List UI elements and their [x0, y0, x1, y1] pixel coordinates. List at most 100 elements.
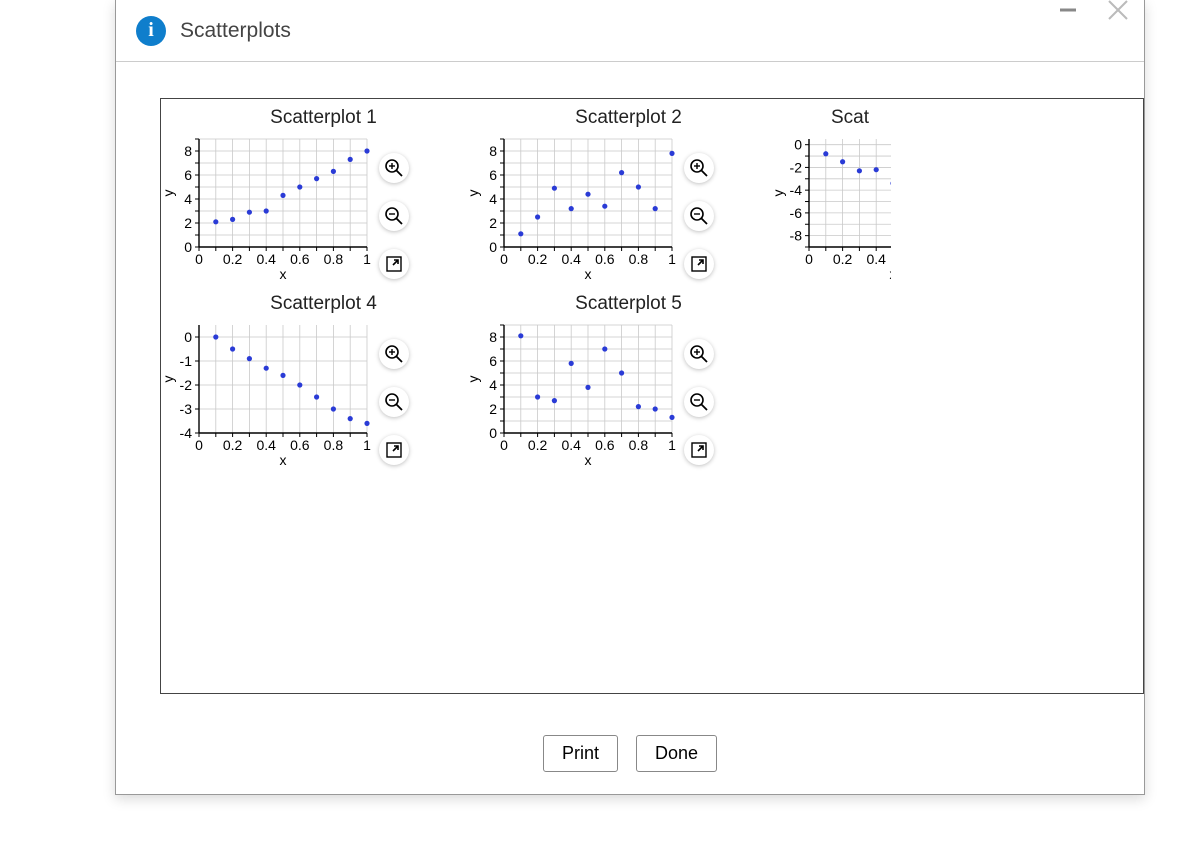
svg-text:y: y — [466, 190, 481, 197]
svg-text:0.2: 0.2 — [528, 437, 548, 453]
svg-text:x: x — [585, 266, 592, 282]
plot-area: 00.20.40.60.8102468xy — [161, 133, 371, 283]
expand-button[interactable] — [684, 435, 714, 465]
svg-text:0.4: 0.4 — [866, 251, 886, 267]
plot-cell: Scatterplot 200.20.40.60.8102468xy — [466, 107, 771, 293]
plot-title: Scatterplot 2 — [466, 107, 771, 129]
svg-text:-4: -4 — [790, 182, 803, 198]
zoom-in-icon — [689, 344, 709, 364]
svg-text:0.4: 0.4 — [561, 251, 581, 267]
scatterplot-svg: 00.20.40.60.81-4-3-2-10xy — [161, 319, 371, 469]
print-button[interactable]: Print — [543, 735, 618, 772]
plot-cell: Scatterplot 100.20.40.60.8102468xy — [161, 107, 466, 293]
plot-area: 00.20.40.60.81-4-3-2-10xy — [161, 319, 371, 469]
scatterplot-svg: 00.20.40.60.8102468xy — [466, 319, 676, 469]
plot-row: 00.20.40.60.8102468xy — [466, 319, 771, 469]
close-button[interactable] — [1100, 0, 1136, 28]
plot-cell: Scatterplot 400.20.40.60.81-4-3-2-10xy — [161, 293, 466, 479]
scatterplot-svg: 00.20.40.60.8102468xy — [466, 133, 676, 283]
footer: Print Done — [116, 735, 1144, 772]
svg-text:1: 1 — [363, 251, 371, 267]
zoom-out-icon — [689, 206, 709, 226]
plot-row: 00.20.40.60.8102468xy — [161, 133, 466, 283]
zoom-in-icon — [689, 158, 709, 178]
svg-text:y: y — [771, 190, 786, 197]
plot-area: 00.20.40.60.8102468xy — [466, 319, 676, 469]
expand-icon — [690, 441, 708, 459]
plot-row: 00.20.40.60.81-8-6-4-20xy — [771, 133, 931, 283]
plot-tools — [684, 153, 714, 279]
minimize-button[interactable] — [1050, 0, 1086, 28]
plot-area: 00.20.40.60.81-8-6-4-20xy — [771, 133, 891, 283]
expand-button[interactable] — [684, 249, 714, 279]
svg-text:0.8: 0.8 — [324, 251, 344, 267]
plot-row: 00.20.40.60.8102468xy — [466, 133, 771, 283]
svg-text:0.4: 0.4 — [561, 437, 581, 453]
svg-text:-6: -6 — [790, 205, 803, 221]
svg-text:-8: -8 — [790, 228, 803, 244]
svg-text:0.2: 0.2 — [833, 251, 853, 267]
svg-text:1: 1 — [668, 251, 676, 267]
zoom-out-icon — [384, 392, 404, 412]
plots-grid: Scatterplot 100.20.40.60.8102468xyScatte… — [161, 99, 1143, 479]
svg-text:x: x — [280, 266, 287, 282]
svg-text:x: x — [280, 452, 287, 468]
svg-text:x: x — [585, 452, 592, 468]
svg-text:0.4: 0.4 — [256, 437, 276, 453]
content-area: Scatterplot 100.20.40.60.8102468xyScatte… — [160, 98, 1144, 694]
svg-text:1: 1 — [668, 437, 676, 453]
svg-text:0: 0 — [489, 425, 497, 441]
expand-button[interactable] — [379, 249, 409, 279]
svg-text:0.8: 0.8 — [629, 437, 649, 453]
svg-text:4: 4 — [184, 191, 192, 207]
zoom-in-button[interactable] — [684, 339, 714, 369]
zoom-in-button[interactable] — [379, 339, 409, 369]
svg-text:1: 1 — [363, 437, 371, 453]
svg-text:-3: -3 — [180, 401, 193, 417]
svg-text:y: y — [466, 376, 481, 383]
svg-text:0.2: 0.2 — [223, 251, 243, 267]
svg-text:0: 0 — [500, 437, 508, 453]
svg-text:4: 4 — [489, 191, 497, 207]
svg-text:-4: -4 — [180, 425, 193, 441]
svg-text:0: 0 — [184, 239, 192, 255]
svg-text:0: 0 — [805, 251, 813, 267]
svg-text:0.8: 0.8 — [324, 437, 344, 453]
svg-text:0.6: 0.6 — [595, 437, 615, 453]
zoom-out-button[interactable] — [379, 201, 409, 231]
svg-text:0: 0 — [489, 239, 497, 255]
svg-text:0.6: 0.6 — [595, 251, 615, 267]
scatterplot-svg: 00.20.40.60.81-8-6-4-20xy — [771, 133, 891, 283]
zoom-in-icon — [384, 158, 404, 178]
scatterplot-svg: 00.20.40.60.8102468xy — [161, 133, 371, 283]
svg-text:y: y — [161, 376, 176, 383]
svg-text:-1: -1 — [180, 353, 193, 369]
svg-text:8: 8 — [489, 143, 497, 159]
plot-tools — [684, 339, 714, 465]
svg-text:6: 6 — [184, 167, 192, 183]
svg-text:0: 0 — [195, 251, 203, 267]
dialog-window: i Scatterplots Scatterplot 100.20.40.60.… — [115, 0, 1145, 795]
expand-icon — [385, 441, 403, 459]
zoom-out-icon — [384, 206, 404, 226]
plot-title: Scatterplot 5 — [466, 293, 771, 315]
zoom-out-button[interactable] — [379, 387, 409, 417]
plot-tools — [379, 339, 409, 465]
zoom-in-button[interactable] — [684, 153, 714, 183]
svg-text:2: 2 — [489, 401, 497, 417]
plot-title: Scat — [771, 107, 931, 129]
expand-button[interactable] — [379, 435, 409, 465]
svg-text:0.2: 0.2 — [528, 251, 548, 267]
zoom-out-icon — [689, 392, 709, 412]
svg-text:-2: -2 — [180, 377, 193, 393]
done-button[interactable]: Done — [636, 735, 717, 772]
zoom-in-button[interactable] — [379, 153, 409, 183]
titlebar: i Scatterplots — [116, 0, 1144, 62]
plot-cell: Scat00.20.40.60.81-8-6-4-20xy — [771, 107, 931, 293]
window-controls — [1050, 0, 1136, 28]
zoom-out-button[interactable] — [684, 201, 714, 231]
info-icon: i — [136, 16, 166, 46]
expand-icon — [385, 255, 403, 273]
plot-area: 00.20.40.60.8102468xy — [466, 133, 676, 283]
zoom-out-button[interactable] — [684, 387, 714, 417]
